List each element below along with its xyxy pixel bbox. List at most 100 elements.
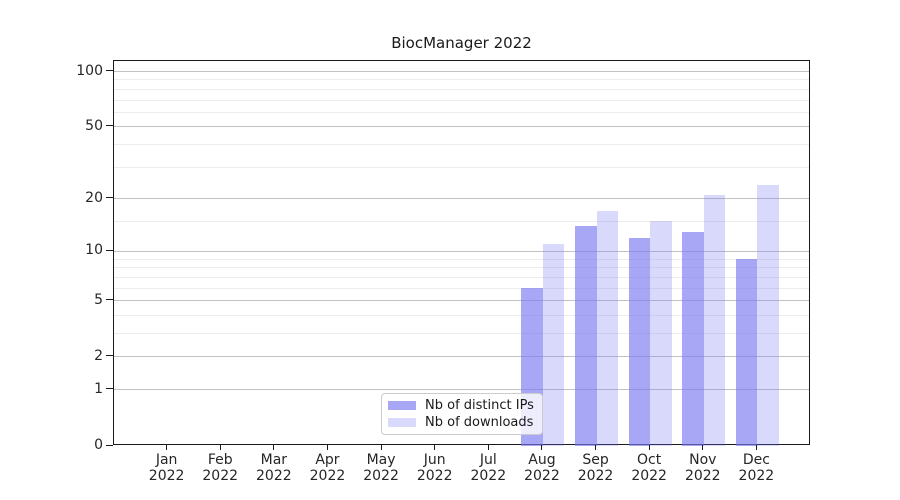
x-tick-label: Jul 2022	[456, 452, 520, 484]
bar-downloads-aug	[542, 244, 565, 446]
y-tick-label: 100	[76, 62, 103, 79]
x-tick-label: Apr 2022	[295, 452, 359, 484]
y-tick-mark	[106, 355, 113, 357]
y-gridline-minor	[114, 99, 809, 101]
x-tick-year: 2022	[470, 468, 507, 484]
plot-area	[113, 60, 810, 446]
y-gridline-minor	[114, 88, 809, 90]
y-tick-label: 10	[85, 242, 103, 259]
x-tick-mark	[755, 445, 757, 450]
y-tick-label: 50	[85, 117, 103, 134]
x-tick-label: Oct 2022	[617, 452, 681, 484]
bar-distinct-ips-sep	[575, 226, 597, 446]
y-gridline-major	[114, 198, 809, 200]
x-tick-month: Jul	[479, 452, 497, 468]
x-tick-label: May 2022	[349, 452, 413, 484]
x-tick-label: Jan 2022	[135, 452, 199, 484]
x-tick-mark	[380, 445, 382, 450]
legend: Nb of distinct IPs Nb of downloads	[381, 393, 543, 435]
bar-distinct-ips-oct	[628, 237, 651, 446]
x-tick-year: 2022	[363, 468, 399, 484]
y-tick-label: 20	[85, 189, 103, 206]
x-tick-label: Feb 2022	[188, 452, 252, 484]
y-tick-mark	[106, 388, 113, 390]
x-tick-mark	[273, 445, 275, 450]
bar-downloads-dec	[757, 184, 779, 446]
y-gridline-major	[114, 71, 809, 73]
y-gridline-minor	[114, 287, 809, 289]
y-gridline-minor	[114, 220, 809, 222]
y-gridline-major	[114, 356, 809, 358]
x-tick-month: Oct	[637, 452, 662, 468]
x-tick-year: 2022	[684, 468, 721, 484]
x-tick-year: 2022	[416, 468, 453, 484]
x-tick-month: Apr	[315, 452, 340, 468]
legend-label-downloads: Nb of downloads	[425, 415, 534, 430]
legend-label-distinct-ips: Nb of distinct IPs	[425, 398, 534, 413]
y-gridline-minor	[114, 258, 809, 260]
x-tick-month: May	[366, 452, 396, 468]
y-gridline-minor	[114, 333, 809, 335]
x-tick-month: Mar	[260, 452, 288, 468]
x-tick-year: 2022	[202, 468, 239, 484]
x-tick-year: 2022	[738, 468, 775, 484]
y-gridline-minor	[114, 144, 809, 146]
y-gridline-major	[114, 300, 809, 302]
x-tick-mark	[702, 445, 704, 450]
y-gridline-minor	[114, 267, 809, 269]
x-tick-mark	[541, 445, 543, 450]
y-tick-mark	[106, 125, 113, 127]
x-tick-mark	[648, 445, 650, 450]
y-gridline-minor	[114, 79, 809, 81]
x-tick-mark	[326, 445, 328, 450]
y-tick-mark	[106, 70, 113, 72]
y-tick-mark	[106, 444, 113, 446]
legend-swatch-distinct-ips	[388, 401, 416, 410]
x-tick-mark	[595, 445, 597, 450]
legend-item-downloads: Nb of downloads	[388, 414, 536, 431]
legend-swatch-downloads	[388, 418, 416, 427]
legend-item-distinct-ips: Nb of distinct IPs	[388, 397, 536, 414]
y-gridline-minor	[114, 276, 809, 278]
y-tick-label: 1	[94, 380, 103, 397]
x-tick-label: Dec 2022	[724, 452, 788, 484]
bar-distinct-ips-nov	[682, 231, 704, 446]
x-tick-year: 2022	[256, 468, 292, 484]
y-tick-label: 2	[94, 347, 103, 364]
x-tick-label: Jun 2022	[403, 452, 467, 484]
y-gridline-minor	[114, 314, 809, 316]
y-gridline-major	[114, 126, 809, 128]
y-gridline-minor	[114, 111, 809, 113]
x-tick-year: 2022	[148, 468, 185, 484]
x-tick-mark	[166, 445, 168, 450]
x-tick-mark	[219, 445, 221, 450]
x-tick-month: Jan	[155, 452, 178, 468]
x-tick-mark	[487, 445, 489, 450]
x-tick-mark	[434, 445, 436, 450]
y-tick-label: 5	[94, 291, 103, 308]
x-tick-month: Sep	[582, 452, 609, 468]
x-tick-month: Feb	[207, 452, 233, 468]
x-tick-label: Aug 2022	[510, 452, 574, 484]
x-tick-year: 2022	[309, 468, 346, 484]
y-gridline-minor	[114, 166, 809, 168]
y-tick-mark	[106, 299, 113, 301]
y-tick-mark	[106, 249, 113, 251]
bar-downloads-nov	[703, 195, 726, 446]
x-tick-month: Dec	[742, 452, 770, 468]
x-tick-month: Nov	[689, 452, 717, 468]
x-tick-year: 2022	[524, 468, 560, 484]
x-tick-label: Sep 2022	[564, 452, 628, 484]
y-tick-mark	[106, 197, 113, 199]
x-tick-month: Jun	[423, 452, 446, 468]
y-gridline-major	[114, 250, 809, 252]
bar-downloads-oct	[650, 221, 672, 446]
x-tick-month: Aug	[528, 452, 556, 468]
y-gridline-major	[114, 389, 809, 391]
y-tick-label: 0	[94, 437, 103, 453]
chart-title: BiocManager 2022	[391, 34, 532, 52]
x-tick-label: Mar 2022	[242, 452, 306, 484]
bar-downloads-sep	[596, 211, 618, 446]
x-tick-year: 2022	[631, 468, 667, 484]
